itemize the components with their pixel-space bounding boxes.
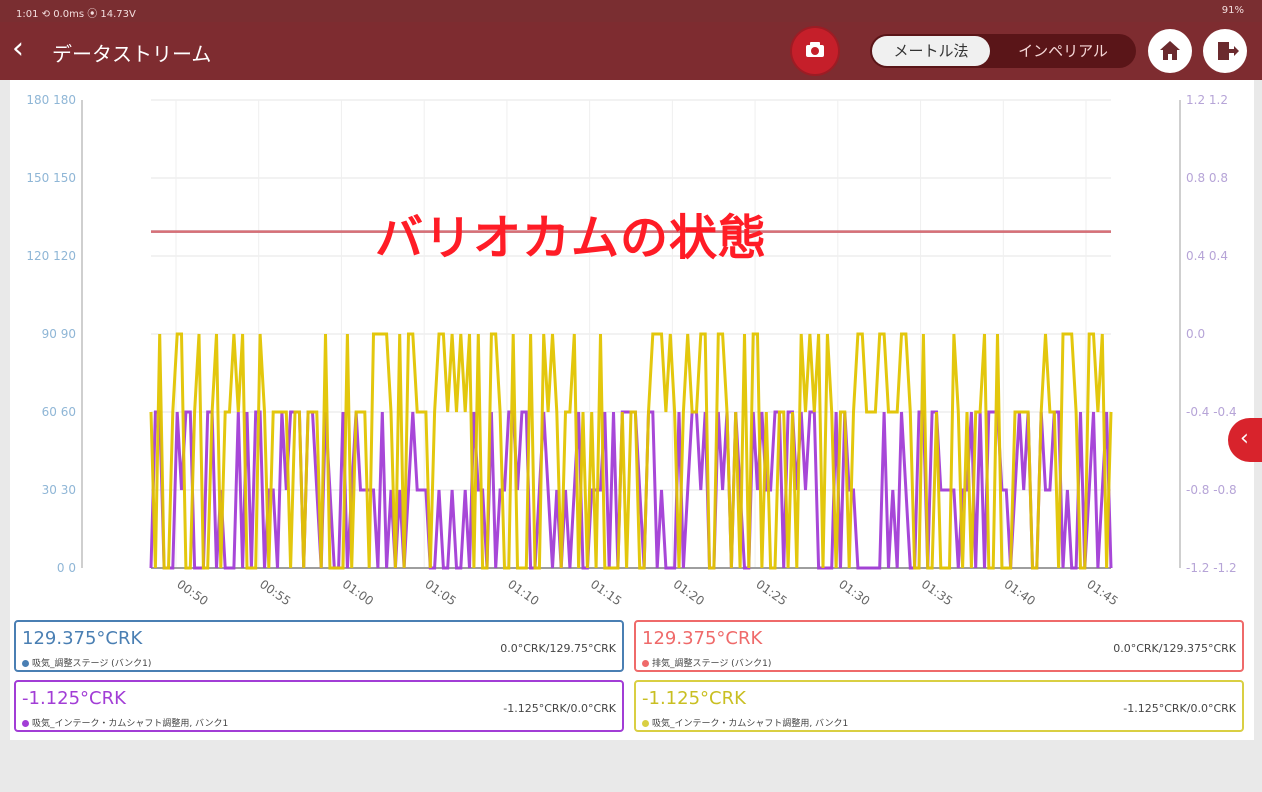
y-tick-label-right: 0.8 0.8 <box>1186 171 1228 185</box>
x-tick-label: 00:55 <box>257 577 293 608</box>
x-tick-label: 01:20 <box>671 577 707 608</box>
status-left-text: 1:01 ⟲ 0.0ms ⦿ 14.73V <box>16 9 136 20</box>
card-label-text: 吸気_調整ステージ (バンク1) <box>32 659 152 669</box>
y-tick-label-right: 0.0 <box>1186 327 1205 341</box>
card-value: -1.125°CRK <box>22 688 126 709</box>
x-tick-label: 01:05 <box>422 577 458 608</box>
x-tick-label: 01:40 <box>1002 577 1038 608</box>
data-card[interactable]: -1.125°CRK 吸気_インテーク・カムシャフト調整用, バンク1 -1.1… <box>14 680 624 732</box>
card-range: 0.0°CRK/129.375°CRK <box>1113 642 1236 655</box>
side-drawer-toggle[interactable]: ‹ <box>1228 418 1262 462</box>
card-range: -1.125°CRK/0.0°CRK <box>503 702 616 715</box>
y-tick-label-left: 180 180 <box>26 93 76 107</box>
camera-icon <box>806 42 824 57</box>
y-tick-label-right: -0.8 -0.8 <box>1186 483 1237 497</box>
y-tick-label-right: 0.4 0.4 <box>1186 249 1228 263</box>
line-chart: 180 180 150 150 120 120 90 90 60 60 30 30 0 0 1… <box>26 93 1237 608</box>
app-bar: ‹ データストリーム メートル法 インペリアル <box>0 22 1262 80</box>
chevron-left-icon: ‹ <box>1240 426 1249 451</box>
card-value: -1.125°CRK <box>642 688 746 709</box>
x-tick-label: 01:15 <box>588 577 624 608</box>
card-label: 吸気_インテーク・カムシャフト調整用, バンク1 <box>642 716 848 729</box>
y-tick-label-right: 1.2 1.2 <box>1186 93 1228 107</box>
card-value: 129.375°CRK <box>22 628 143 649</box>
exit-button[interactable] <box>1203 29 1247 73</box>
x-tick-label: 01:30 <box>836 577 872 608</box>
status-right-text: 91% <box>1221 5 1244 16</box>
home-icon <box>1160 41 1180 60</box>
data-card[interactable]: 129.375°CRK 吸気_調整ステージ (バンク1) 0.0°CRK/129… <box>14 620 624 672</box>
page-title: データストリーム <box>52 42 212 66</box>
y-tick-label-left: 60 60 <box>42 405 76 419</box>
units-toggle[interactable]: メートル法 インペリアル <box>870 34 1136 68</box>
x-tick-label: 01:35 <box>919 577 955 608</box>
data-card[interactable]: 129.375°CRK 排気_調整ステージ (バンク1) 0.0°CRK/129… <box>634 620 1244 672</box>
card-label: 吸気_調整ステージ (バンク1) <box>22 656 151 669</box>
card-label-text: 吸気_インテーク・カムシャフト調整用, バンク1 <box>652 719 849 729</box>
x-tick-label: 01:10 <box>505 577 541 608</box>
y-tick-label-left: 30 30 <box>42 483 76 497</box>
main-content: 180 180 150 150 120 120 90 90 60 60 30 30 0 0 1… <box>10 80 1254 740</box>
series-line <box>149 332 1113 570</box>
chart-heading: バリオカムの状態 <box>375 210 768 266</box>
units-option-metric[interactable]: メートル法 <box>872 36 990 66</box>
card-label: 排気_調整ステージ (バンク1) <box>642 656 771 669</box>
x-tick-label: 01:00 <box>340 577 376 608</box>
chevron-left-icon[interactable]: ‹ <box>12 31 24 66</box>
card-label-text: 排気_調整ステージ (バンク1) <box>652 659 772 669</box>
data-card[interactable]: -1.125°CRK 吸気_インテーク・カムシャフト調整用, バンク1 -1.1… <box>634 680 1244 732</box>
exit-icon <box>1218 42 1239 60</box>
card-range: 0.0°CRK/129.75°CRK <box>500 642 616 655</box>
y-tick-label-left: 90 90 <box>42 327 76 341</box>
camera-button[interactable] <box>792 28 838 74</box>
y-tick-label-left: 150 150 <box>26 171 76 185</box>
units-option-imperial[interactable]: インペリアル <box>1018 42 1108 60</box>
x-tick-label: 01:45 <box>1084 577 1120 608</box>
status-bar: 1:01 ⟲ 0.0ms ⦿ 14.73V 91% <box>0 0 1262 22</box>
card-label-text: 吸気_インテーク・カムシャフト調整用, バンク1 <box>32 719 229 729</box>
card-value: 129.375°CRK <box>642 628 763 649</box>
x-tick-label: 01:25 <box>753 577 789 608</box>
card-range: -1.125°CRK/0.0°CRK <box>1123 702 1236 715</box>
card-label: 吸気_インテーク・カムシャフト調整用, バンク1 <box>22 716 228 729</box>
y-tick-label-left: 0 0 <box>57 561 76 575</box>
y-tick-label-right: -0.4 -0.4 <box>1186 405 1237 419</box>
y-tick-label-left: 120 120 <box>26 249 76 263</box>
home-button[interactable] <box>1148 29 1192 73</box>
y-tick-label-right: -1.2 -1.2 <box>1186 561 1237 575</box>
x-tick-label: 00:50 <box>174 577 210 608</box>
